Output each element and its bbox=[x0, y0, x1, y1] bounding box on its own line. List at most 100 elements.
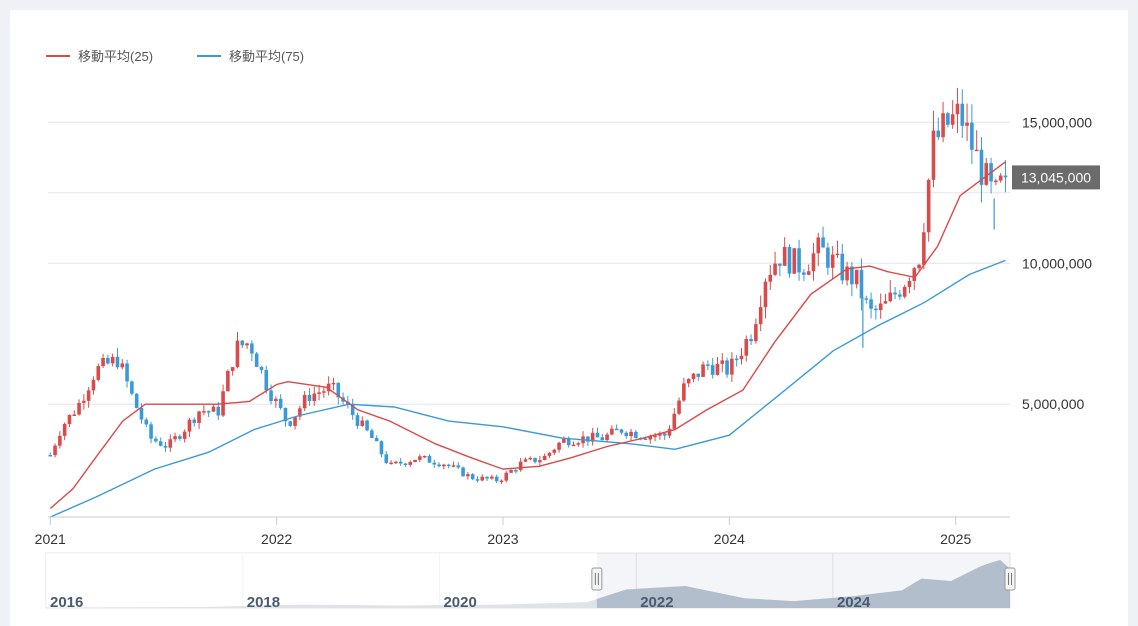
candle-body bbox=[163, 445, 168, 448]
candle-body bbox=[413, 459, 417, 463]
candle-body bbox=[322, 391, 326, 393]
candle-body bbox=[312, 393, 317, 402]
x-tick-label: 2024 bbox=[714, 531, 745, 547]
candle-body bbox=[965, 122, 969, 126]
candle-body bbox=[259, 366, 264, 370]
candle-body bbox=[250, 343, 254, 354]
candle-body bbox=[682, 383, 686, 401]
candle-body bbox=[374, 438, 379, 442]
candle-body bbox=[854, 269, 859, 285]
candle-body bbox=[379, 441, 384, 455]
candle-body bbox=[461, 467, 465, 477]
legend-item-ma75[interactable]: 移動平均(75) bbox=[197, 46, 304, 65]
navigator-handle[interactable] bbox=[591, 567, 603, 591]
candle-body bbox=[773, 263, 777, 275]
chart-card: 移動平均(25) 移動平均(75) 5,000,000 10,000,000 15,… bbox=[10, 10, 1128, 626]
candle-body bbox=[466, 474, 470, 477]
candle-body bbox=[571, 444, 576, 447]
candle-body bbox=[360, 420, 365, 426]
ma25-swatch bbox=[46, 54, 70, 57]
candle-body bbox=[869, 299, 873, 309]
navigator-tick-label: 2016 bbox=[50, 594, 83, 611]
candle-body bbox=[768, 274, 773, 282]
candle-body bbox=[370, 430, 374, 439]
navigator-tick-label: 2024 bbox=[837, 594, 871, 611]
candle-body bbox=[494, 476, 499, 482]
candle-body bbox=[758, 307, 763, 325]
candle-body bbox=[706, 364, 710, 366]
candle-body bbox=[456, 465, 461, 468]
candle-body bbox=[811, 253, 816, 272]
candle-body bbox=[600, 437, 605, 441]
ma75-line bbox=[50, 259, 1006, 518]
candle-body bbox=[331, 382, 336, 385]
candle-body bbox=[821, 237, 825, 248]
candle-body bbox=[605, 434, 609, 441]
candle-body bbox=[883, 301, 888, 304]
navigator-tick-label: 2022 bbox=[640, 594, 673, 611]
candle-body bbox=[931, 130, 936, 180]
candle-body bbox=[542, 455, 547, 461]
candle-body bbox=[614, 428, 619, 431]
candle-body bbox=[754, 324, 758, 342]
candle-body bbox=[658, 433, 662, 436]
candle-body bbox=[485, 476, 489, 479]
candle-body bbox=[365, 420, 369, 431]
candle-body bbox=[437, 464, 441, 467]
ma75-swatch bbox=[197, 54, 221, 57]
candle-body bbox=[355, 415, 360, 426]
candle-body bbox=[787, 246, 792, 274]
navigator-mask bbox=[46, 553, 597, 608]
candle-body bbox=[797, 248, 801, 273]
candle-body bbox=[922, 232, 926, 265]
candle-body bbox=[595, 432, 600, 438]
candles bbox=[48, 87, 1008, 484]
candle-body bbox=[552, 449, 557, 453]
candle-body bbox=[926, 179, 931, 233]
candle-body bbox=[168, 439, 173, 448]
ma25-line bbox=[49, 161, 1006, 510]
candle-body bbox=[144, 419, 149, 425]
last-price-box bbox=[1012, 165, 1100, 190]
candle-body bbox=[562, 438, 566, 443]
candle-body bbox=[677, 400, 681, 414]
candle-body bbox=[77, 402, 81, 415]
candle-body bbox=[715, 363, 720, 375]
candle-body bbox=[730, 358, 734, 375]
candle-body bbox=[946, 113, 950, 125]
candle-body bbox=[278, 398, 283, 408]
candle-body bbox=[874, 308, 878, 311]
legend-item-ma25[interactable]: 移動平均(25) bbox=[46, 46, 153, 65]
candle-body bbox=[72, 414, 77, 417]
candle-body bbox=[734, 358, 739, 361]
navigator[interactable]: 2016 2018 2020 2022 2024 bbox=[45, 552, 1016, 611]
candle-body bbox=[134, 393, 139, 408]
candle-body bbox=[149, 424, 153, 439]
candle-body bbox=[269, 390, 273, 402]
candle-body bbox=[422, 455, 427, 458]
candle-body bbox=[955, 103, 960, 115]
last-price-tag: 13,045,000 bbox=[1012, 165, 1100, 190]
candle-body bbox=[480, 476, 485, 481]
candle-body bbox=[490, 476, 494, 479]
candle-body bbox=[802, 272, 806, 275]
candle-body bbox=[427, 455, 432, 463]
candle-body bbox=[173, 436, 177, 440]
candle-body bbox=[610, 428, 614, 435]
x-tick-label: 2025 bbox=[940, 531, 971, 547]
candle-body bbox=[950, 114, 955, 125]
candle-body bbox=[878, 303, 883, 310]
candle-body bbox=[893, 292, 897, 295]
candle-body bbox=[845, 266, 849, 281]
candle-body bbox=[960, 103, 965, 126]
candle-body bbox=[202, 411, 206, 413]
candle-body bbox=[350, 404, 355, 416]
navigator-handle[interactable] bbox=[1004, 567, 1016, 591]
candle-body bbox=[686, 379, 691, 384]
candle-body bbox=[432, 462, 437, 465]
candle-body bbox=[48, 454, 53, 457]
candle-body bbox=[538, 460, 542, 463]
candle-body bbox=[384, 454, 389, 464]
candle-body bbox=[518, 461, 523, 471]
